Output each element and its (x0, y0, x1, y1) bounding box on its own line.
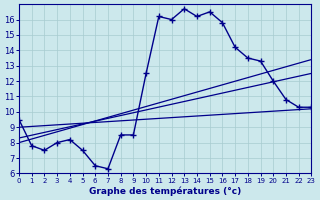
X-axis label: Graphe des températures (°c): Graphe des températures (°c) (89, 186, 241, 196)
